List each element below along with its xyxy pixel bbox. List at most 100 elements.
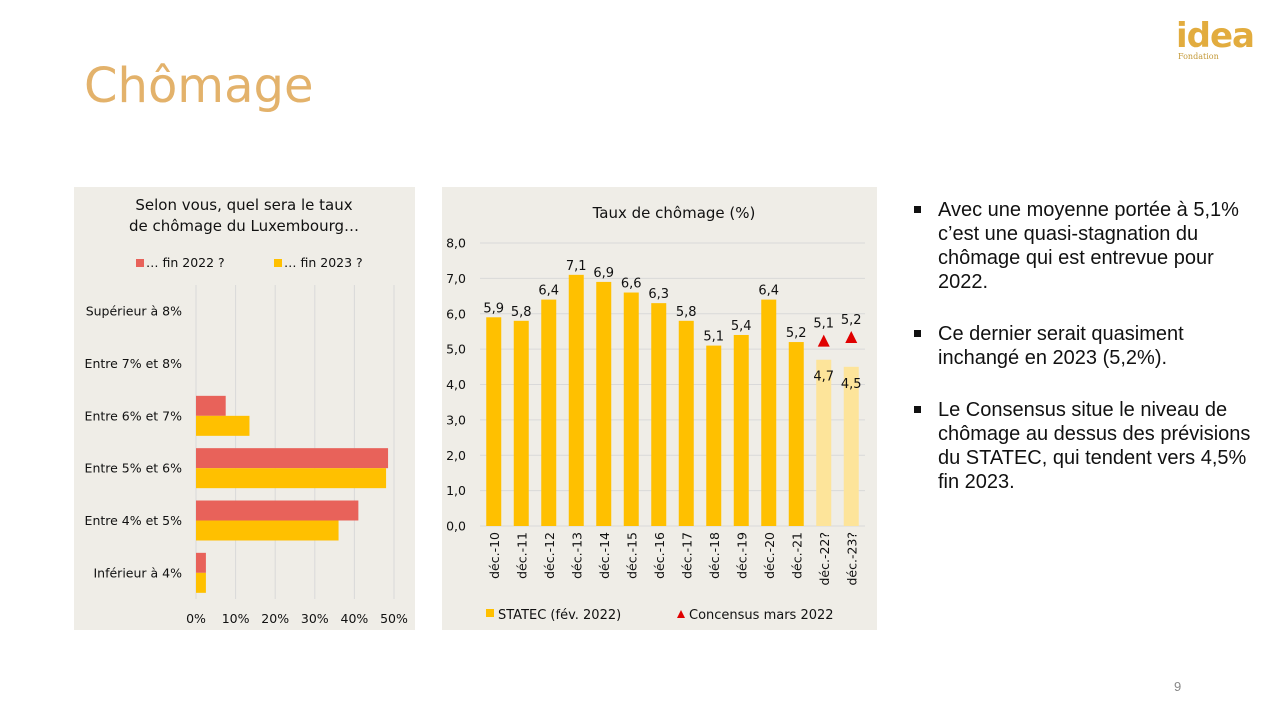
category-label: Inférieur à 4%	[93, 565, 182, 580]
y-tick-label: 2,0	[446, 448, 466, 463]
x-tick-label: déc.-13	[569, 532, 584, 579]
data-label: 6,4	[758, 284, 779, 299]
category-label: Entre 5% et 6%	[85, 461, 183, 476]
bar	[678, 320, 694, 526]
bar	[196, 415, 250, 436]
bar	[651, 303, 667, 526]
bar	[486, 317, 502, 526]
unemployment-chart-panel: Taux de chômage (%) 0,0 1,0 2,0 3,0 4,0 5,0 6,0…	[442, 187, 877, 630]
bar	[196, 552, 206, 573]
legend-label: … fin 2023 ?	[284, 255, 363, 270]
bar	[733, 334, 749, 526]
x-tick-label: déc.-12	[542, 532, 557, 579]
bar	[196, 520, 339, 541]
data-label: 5,8	[511, 305, 532, 320]
data-label: 6,4	[538, 284, 559, 299]
survey-chart: Selon vous, quel sera le taux de chômage …	[85, 196, 408, 626]
bar	[196, 448, 389, 469]
chart-title: Taux de chômage (%)	[592, 204, 756, 222]
y-tick-label: 1,0	[446, 483, 466, 498]
x-tick-label: 0%	[186, 611, 206, 626]
bar	[843, 366, 859, 526]
legend-triangle-icon	[677, 610, 685, 618]
x-tick-label: déc.-22?	[817, 532, 832, 586]
y-tick-label: 6,0	[446, 306, 466, 321]
x-tick-label: déc.-21	[789, 532, 804, 579]
slide-title: Chômage	[84, 58, 314, 114]
x-tick-label: déc.-15	[624, 532, 639, 579]
bullet-square-icon	[914, 206, 921, 213]
bullet-square-icon	[914, 330, 921, 337]
x-tick-label: déc.-11	[514, 532, 529, 579]
data-label: 5,9	[483, 301, 504, 316]
bar	[568, 274, 584, 526]
bar	[706, 345, 722, 526]
data-label: 5,2	[786, 326, 807, 341]
x-tick-label: 30%	[301, 611, 329, 626]
y-tick-label: 0,0	[446, 519, 466, 534]
bullet-square-icon	[914, 406, 921, 413]
data-label: 6,9	[593, 266, 614, 281]
data-label: 6,3	[648, 287, 669, 302]
y-tick-label: 8,0	[446, 236, 466, 251]
logo-subtext: Fondation	[1178, 52, 1219, 61]
bar	[196, 500, 359, 521]
page-number: 9	[1174, 679, 1182, 694]
data-label: 7,1	[566, 259, 587, 274]
x-tick-label: déc.-20	[762, 532, 777, 579]
bar	[196, 395, 226, 416]
x-tick-label: 20%	[261, 611, 289, 626]
x-tick-label: 40%	[341, 611, 369, 626]
x-tick-label: 10%	[222, 611, 250, 626]
y-tick-label: 7,0	[446, 271, 466, 286]
bullet-item: Le Consensus situe le niveau de chômage …	[912, 398, 1252, 494]
data-label: 5,1	[813, 317, 834, 332]
logo-text: idea	[1176, 16, 1255, 56]
survey-chart-panel: Selon vous, quel sera le taux de chômage …	[74, 187, 415, 630]
bar	[623, 292, 639, 526]
category-label: Entre 6% et 7%	[85, 408, 183, 423]
data-label: 6,6	[621, 277, 642, 292]
chart-title: Selon vous, quel sera le taux	[135, 196, 352, 214]
category-label: Supérieur à 8%	[86, 304, 182, 319]
x-tick-label: déc.-10	[487, 532, 502, 579]
bar	[596, 281, 612, 526]
bar	[541, 299, 557, 526]
legend-label: … fin 2022 ?	[146, 255, 225, 270]
unemployment-rate-chart: Taux de chômage (%) 0,0 1,0 2,0 3,0 4,0 5,0 6,0…	[446, 204, 865, 623]
bullet-item: Avec une moyenne portée à 5,1% c’est une…	[912, 198, 1252, 294]
data-label: 4,5	[841, 377, 862, 392]
bullet-list: Avec une moyenne portée à 5,1% c’est une…	[912, 198, 1252, 522]
bullet-item: Ce dernier serait quasiment inchangé en …	[912, 322, 1252, 370]
data-label: 5,8	[676, 305, 697, 320]
x-tick-label: déc.-23?	[844, 532, 859, 586]
consensus-marker	[845, 331, 858, 344]
x-tick-label: déc.-17	[679, 532, 694, 579]
x-tick-label: déc.-14	[597, 532, 612, 579]
y-tick-label: 3,0	[446, 412, 466, 427]
legend-swatch	[136, 259, 144, 267]
chart-title: de chômage du Luxembourg…	[129, 217, 359, 235]
bar	[513, 320, 529, 526]
data-label: 5,1	[703, 330, 724, 345]
y-tick-label: 4,0	[446, 377, 466, 392]
data-label: 5,2	[841, 313, 862, 328]
data-label: 5,4	[731, 319, 752, 334]
bullet-text: Le Consensus situe le niveau de chômage …	[938, 399, 1251, 493]
y-tick-label: 5,0	[446, 342, 466, 357]
bar	[196, 572, 206, 593]
bullet-text: Avec une moyenne portée à 5,1% c’est une…	[938, 199, 1239, 293]
category-label: Entre 4% et 5%	[85, 513, 183, 528]
bar	[761, 299, 777, 526]
x-tick-label: déc.-19	[734, 532, 749, 579]
legend-label: STATEC (fév. 2022)	[498, 608, 621, 623]
bullet-text: Ce dernier serait quasiment inchangé en …	[938, 323, 1184, 369]
x-tick-label: déc.-16	[652, 532, 667, 579]
x-tick-label: 50%	[380, 611, 408, 626]
bar	[196, 468, 387, 489]
data-label: 4,7	[813, 370, 834, 385]
x-tick-label: déc.-18	[707, 532, 722, 579]
legend-swatch	[274, 259, 282, 267]
bar	[816, 359, 832, 526]
category-label: Entre 7% et 8%	[85, 356, 183, 371]
